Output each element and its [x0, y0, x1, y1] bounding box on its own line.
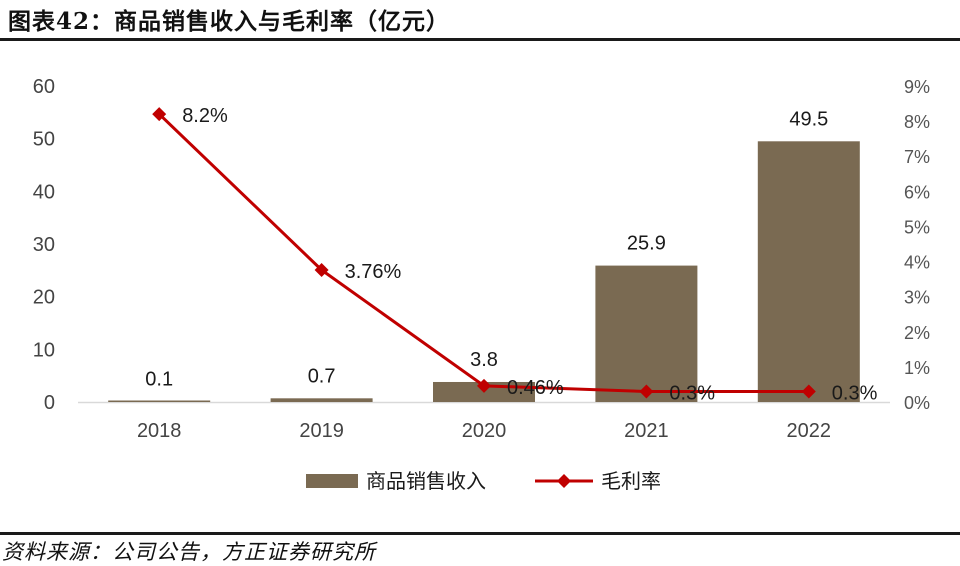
bar-value-label: 3.8 — [470, 349, 498, 371]
x-tick-label: 2020 — [462, 420, 507, 442]
y-right-tick-label: 7% — [904, 147, 930, 167]
bar — [757, 141, 860, 403]
y-right-tick-label: 5% — [904, 217, 930, 237]
source-note: 资料来源：公司公告，方正证券研究所 — [2, 540, 376, 564]
axes: 0 10 20 30 40 50 60 0% 1% 2% 3% 4% 5% 6% 7% 8% 9% 2018 201… — [33, 76, 930, 442]
y-right-tick-label: 1% — [904, 358, 930, 378]
legend-marker-diamond — [557, 474, 571, 488]
x-tick-label: 2018 — [137, 420, 182, 442]
line-series — [152, 107, 816, 399]
y-left-tick-label: 20 — [33, 287, 55, 309]
title-rule — [0, 38, 960, 41]
line-value-label: 0.46% — [507, 377, 564, 399]
legend-label-line: 毛利率 — [601, 469, 661, 493]
bar-value-label: 0.1 — [145, 368, 173, 390]
line-marker-diamond — [314, 262, 329, 277]
figure-title: 图表42：商品销售收入与毛利率（亿元） — [8, 8, 451, 35]
y-left-tick-label: 30 — [33, 234, 55, 256]
line-value-label: 3.76% — [345, 261, 402, 283]
bar — [108, 400, 211, 402]
line-value-label: 0.3% — [669, 382, 715, 404]
y-right-tick-label: 3% — [904, 288, 930, 308]
line-marker-diamond — [152, 107, 167, 122]
y-right-tick-label: 6% — [904, 182, 930, 202]
x-tick-label: 2019 — [299, 420, 344, 442]
line-marker-diamond — [477, 378, 491, 393]
y-right-tick-label: 2% — [904, 323, 930, 343]
line-marker-diamond — [801, 384, 816, 399]
bar — [270, 398, 373, 402]
bar-value-label: 0.7 — [308, 365, 336, 387]
y-left-tick-label: 60 — [33, 76, 55, 98]
data-labels: 0.1 0.7 3.8 25.9 49.5 8.2% 3.76% 0.46% 0.3% 0.3% — [145, 105, 877, 404]
bar-value-label: 25.9 — [627, 233, 666, 255]
line-value-label: 8.2% — [182, 105, 228, 127]
bar-series — [108, 141, 860, 403]
x-tick-label: 2022 — [787, 420, 832, 442]
line-marker-diamond — [639, 384, 654, 399]
y-left-tick-label: 50 — [33, 129, 55, 151]
legend-label-bar: 商品销售收入 — [366, 469, 486, 493]
y-right-tick-label: 4% — [904, 253, 930, 273]
y-left-tick-label: 40 — [33, 181, 55, 203]
y-left-tick-label: 0 — [44, 392, 55, 414]
y-left-tick-label: 10 — [33, 339, 55, 361]
legend-swatch-bar — [306, 474, 358, 488]
x-tick-label: 2021 — [624, 420, 669, 442]
bar-value-label: 49.5 — [789, 108, 828, 130]
legend: 商品销售收入 毛利率 — [306, 469, 661, 493]
y-right-tick-label: 9% — [904, 77, 930, 97]
source-rule — [0, 532, 960, 535]
y-right-tick-label: 8% — [904, 112, 930, 132]
line-value-label: 0.3% — [832, 382, 878, 404]
bar — [595, 265, 698, 402]
y-right-tick-label: 0% — [904, 393, 930, 413]
